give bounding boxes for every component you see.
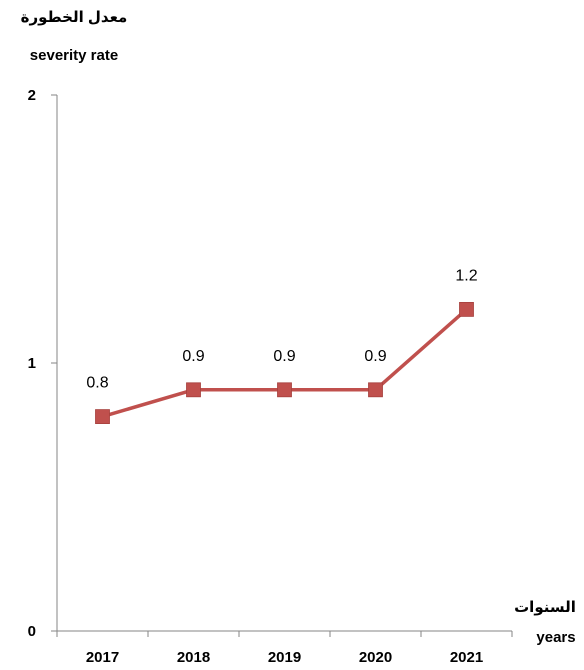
data-label-2021: 1.2	[455, 267, 477, 284]
data-label-2019: 0.9	[273, 348, 295, 365]
x-tick-label-2021: 2021	[450, 649, 483, 665]
y-axis-title-english: severity rate	[30, 47, 118, 64]
x-axis-title-english: years	[536, 629, 575, 646]
x-tick-label-2017: 2017	[86, 649, 119, 665]
data-point-2019	[277, 382, 292, 398]
x-axis-title-arabic: السنوات	[514, 599, 576, 616]
data-point-2017	[95, 409, 110, 425]
data-label-2018: 0.9	[182, 348, 204, 365]
x-tick-label-2020: 2020	[359, 649, 392, 665]
axes: 0 1 2 2017 2018 2019 2020 2021	[28, 87, 513, 666]
data-label-2017: 0.8	[86, 375, 108, 392]
data-point-2020	[368, 382, 383, 398]
x-tick-label-2018: 2018	[177, 649, 210, 665]
data-point-2018	[186, 382, 201, 398]
y-axis-title-arabic: معدل الخطورة	[21, 9, 128, 26]
y-tick-label-0: 0	[28, 623, 36, 640]
data-labels: 0.8 0.9 0.9 0.9 1.2	[86, 267, 477, 391]
y-tick-label-2: 2	[28, 87, 36, 104]
x-tick-label-2019: 2019	[268, 649, 301, 665]
series-line	[95, 301, 474, 425]
data-point-2021	[459, 301, 474, 317]
y-tick-label-1: 1	[28, 355, 36, 372]
data-label-2020: 0.9	[364, 348, 386, 365]
